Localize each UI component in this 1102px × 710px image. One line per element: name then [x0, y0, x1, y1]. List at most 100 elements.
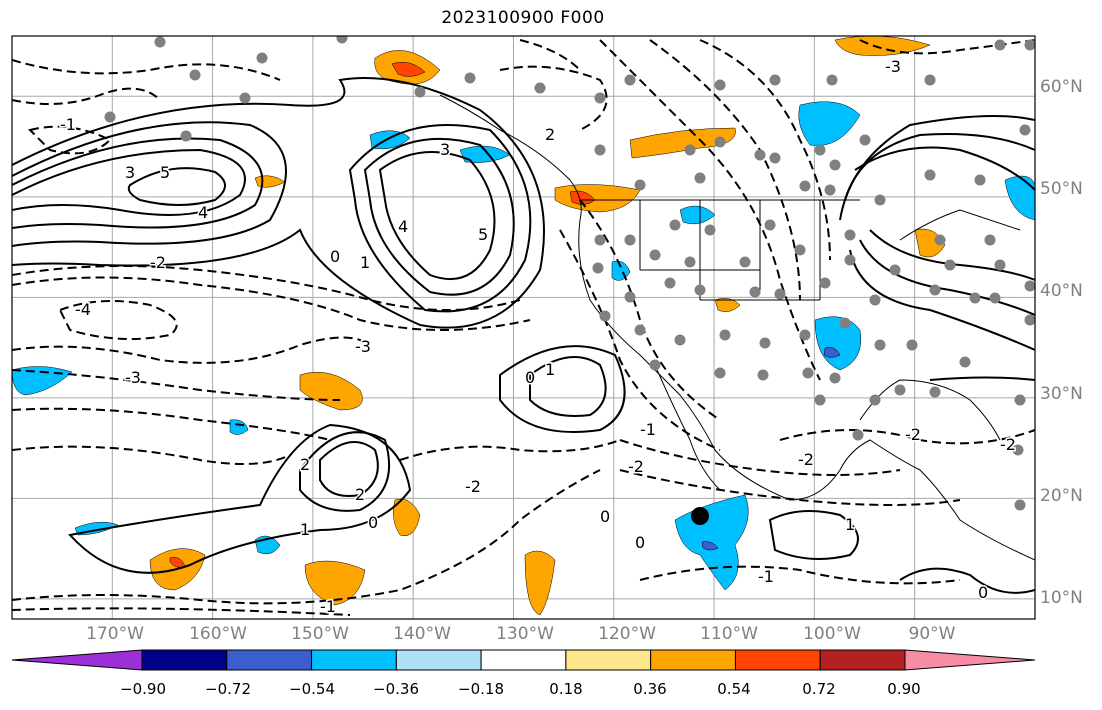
station-dot: [1024, 280, 1035, 292]
station-dot: [104, 111, 116, 123]
contour-label: 2: [545, 125, 555, 144]
station-dot: [599, 310, 611, 322]
lon-tick-label: 160°W: [189, 624, 247, 644]
station-dot: [336, 36, 348, 44]
contour-label: -3: [125, 368, 141, 387]
colorbar-tick-label: 0.72: [802, 680, 836, 698]
contour-label: -1: [320, 597, 336, 616]
station-dot: [859, 134, 871, 146]
contour-label: -2: [905, 425, 921, 444]
contour-label: 1: [845, 515, 855, 534]
station-dot: [534, 82, 546, 94]
contour-label: -2: [150, 253, 166, 272]
station-dot: [764, 219, 776, 231]
map-frame: [11, 35, 1036, 620]
contour-label: 1: [545, 360, 555, 379]
station-dot: [757, 369, 769, 381]
colorbar-segment: [819, 649, 906, 671]
station-dot: [994, 39, 1006, 51]
station-dot: [694, 284, 706, 296]
colorbar-segment: [480, 649, 567, 671]
lon-tick-label: 130°W: [496, 624, 554, 644]
positive-contours: [12, 77, 1035, 594]
station-dot: [802, 367, 814, 379]
lat-tick-label: 50°N: [1040, 179, 1083, 199]
station-dot: [649, 249, 661, 261]
contour-label: -3: [885, 57, 901, 76]
lat-tick-label: 40°N: [1040, 281, 1083, 301]
station-dot: [1024, 314, 1035, 326]
station-dot: [774, 288, 786, 300]
lon-tick-label: 170°W: [86, 624, 144, 644]
lat-tick-label: 20°N: [1040, 486, 1083, 506]
contour-label: 1: [360, 253, 370, 272]
contour-label: -2: [465, 477, 481, 496]
station-dot: [664, 277, 676, 289]
station-dot: [974, 174, 986, 186]
station-dot: [684, 144, 696, 156]
lat-tick-label: 60°N: [1040, 77, 1083, 97]
colorbar: [11, 649, 1036, 671]
lon-tick-label: 100°W: [803, 624, 861, 644]
station-dot: [684, 256, 696, 268]
contour-label: -2: [1000, 435, 1016, 454]
contour-label: -2: [628, 457, 644, 476]
station-dot: [889, 264, 901, 276]
station-dot: [694, 172, 706, 184]
contour-label: 0: [978, 583, 988, 602]
contour-label: 0: [330, 247, 340, 266]
station-dot: [1014, 394, 1026, 406]
station-dot: [924, 169, 936, 181]
negative-contours: [12, 39, 1035, 616]
station-dot: [814, 144, 826, 156]
station-dot: [1019, 124, 1031, 136]
weather-map: 5 4 3 5 4 3 2 1 0 2 2 1 0 1 1 0 0 -4 -3 …: [11, 35, 1036, 620]
station-dot: [826, 74, 838, 86]
station-dot: [929, 284, 941, 296]
contour-label: 5: [160, 163, 170, 182]
colorbar-tick-label: 0.36: [633, 680, 667, 698]
colorbar-segment: [734, 649, 821, 671]
colorbar-tick-label: −0.72: [205, 680, 251, 698]
colorbar-segment: [311, 649, 397, 671]
colorbar-tick-label: 0.54: [717, 680, 751, 698]
lon-tick-label: 110°W: [700, 624, 758, 644]
map-background: [12, 36, 1035, 619]
contour-label: 4: [398, 217, 408, 236]
station-dot: [824, 184, 836, 196]
colorbar-tick-label: 0.90: [887, 680, 921, 698]
station-dot: [719, 329, 731, 341]
colorbar-extend-low: [11, 649, 143, 671]
station-dot: [714, 367, 726, 379]
station-dot: [874, 194, 886, 206]
lon-tick-label: 90°W: [908, 624, 956, 644]
station-dot: [944, 259, 956, 271]
station-dot: [799, 180, 811, 192]
station-dot: [874, 339, 886, 351]
station-dot: [924, 74, 936, 86]
station-dot: [829, 159, 841, 171]
colorbar-tick-label: −0.54: [289, 680, 335, 698]
station-dot: [669, 219, 681, 231]
contour-label: 1: [300, 520, 310, 539]
lon-tick-label: 120°W: [598, 624, 656, 644]
storm-center-marker: [691, 507, 709, 525]
contour-label: 2: [300, 455, 310, 474]
colorbar-segment: [226, 649, 313, 671]
station-dot: [754, 149, 766, 161]
station-dot: [934, 234, 946, 246]
station-dot: [969, 292, 981, 304]
station-dot: [180, 130, 192, 142]
station-dot: [749, 286, 761, 298]
station-dot: [1012, 444, 1024, 456]
colorbar-segment: [565, 649, 652, 671]
contour-label: 5: [478, 225, 488, 244]
station-dot: [704, 224, 716, 236]
station-dot: [759, 337, 771, 349]
lat-tick-label: 30°N: [1040, 384, 1083, 404]
station-dot: [906, 339, 918, 351]
station-dot: [844, 229, 856, 241]
station-dot: [464, 72, 476, 84]
lon-tick-label: 140°W: [393, 624, 451, 644]
colorbar-segment: [141, 649, 228, 671]
